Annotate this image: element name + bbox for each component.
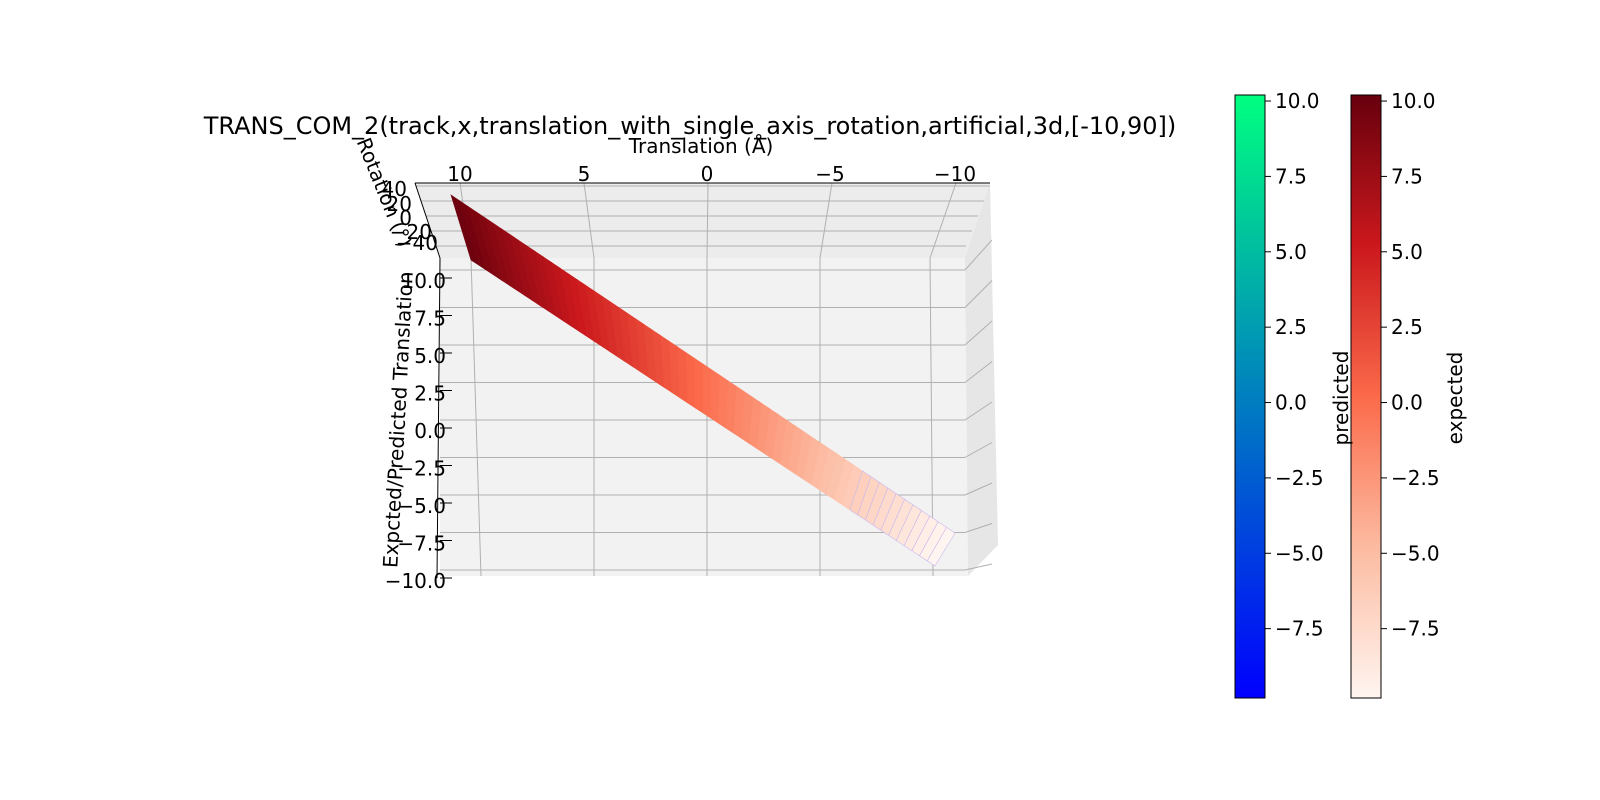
surface-patch-59 [926,526,956,567]
colorbar-predicted-label: predicted [1329,351,1353,446]
colorbar-1-tick-label-3: 2.5 [1391,315,1423,339]
surface-plot [450,194,956,567]
y-tick-label-0: 40 [382,177,407,201]
colorbar-1-tick-label-7: −7.5 [1391,617,1440,641]
grid-zside-7 [964,523,993,533]
colorbar-expected [1350,94,1382,699]
grid-zside-6 [964,482,993,496]
z-tick-label-6: −5.0 [397,494,446,518]
colorbar-0-tick-label-5: −2.5 [1275,466,1324,490]
colorbar-1-tick-label-4: 0.0 [1391,391,1423,415]
z-tick-label-7: −7.5 [397,532,446,556]
z-axis-label: Expcted/Predicted Translation [378,271,418,569]
x-tick-label-3: −5 [815,162,844,186]
y-tick-label-4: −40 [396,231,438,255]
colorbar-1-tick-label-1: 7.5 [1391,164,1423,188]
colorbar-0-tick-label-6: −5.0 [1275,541,1324,565]
grid-zside-3 [964,361,993,383]
z-tick-label-3: 2.5 [414,382,446,406]
axis-ticks: 10 5 0 −5 −1040200−20−4010.07.55.02.50.0−2.5… [382,162,977,593]
z-tick-label-0: 10.0 [401,269,446,293]
colorbar-predicted [1234,94,1266,699]
x-tick-label-0: 10 [447,162,472,186]
y-tick-label-1: 20 [387,192,412,216]
grid-zside-2 [964,320,993,346]
grid-lines [416,182,993,577]
x-tick-label-1: 5 [578,162,591,186]
y-tick-label-3: −20 [390,220,432,244]
surface-patch-30 [702,363,712,419]
axis-spines [414,182,990,579]
colorbar-1-tick-label-2: 5.0 [1391,240,1423,264]
top-pane [415,183,990,258]
z-tick-label-2: 5.0 [414,344,446,368]
grid-xback-0 [470,257,482,577]
colorbar-expected-label: expected [1443,352,1467,445]
colorbar-0-tick-label-0: 10.0 [1275,89,1320,113]
surface-patch-28 [685,352,696,409]
y-tick-label-2: 0 [399,206,412,230]
colorbar-0-tick-label-2: 5.0 [1275,240,1307,264]
grid-zside-1 [964,280,993,308]
colorbar-1-tick-label-6: −5.0 [1391,541,1440,565]
z-tick-label-1: 7.5 [414,307,446,331]
grid-zside-5 [964,442,993,458]
grid-zside-4 [964,401,993,421]
surface-patch-29 [694,357,704,414]
z-tick-label-8: −10.0 [385,569,446,593]
z-tick-label-5: −2.5 [397,457,446,481]
chart-title: TRANS_COM_2(track,x,translation_with_sin… [203,112,1177,140]
colorbar-1-tick-label-0: 10.0 [1391,89,1436,113]
grid-zside-8 [964,563,993,571]
colorbar-0-tick-label-4: 0.0 [1275,391,1307,415]
colorbar-1-tick-label-5: −2.5 [1391,466,1440,490]
grid-zside-0 [964,239,993,271]
z-tick-label-4: 0.0 [414,419,446,443]
colorbar-0-tick-label-3: 2.5 [1275,315,1307,339]
side-pane [965,183,998,576]
colorbar-ticks: 10.0 7.5 5.0 2.5 0.0 −2.5 −5.0 −7.5 10.0 7.5 5.0 2.… [1265,89,1440,641]
colorbar-0-tick-label-7: −7.5 [1275,617,1324,641]
x-tick-label-2: 0 [701,162,714,186]
colorbar-0-tick-label-1: 7.5 [1275,164,1307,188]
x-axis-label: Translation (Å) [628,134,774,158]
x-tick-label-4: −10 [934,162,976,186]
